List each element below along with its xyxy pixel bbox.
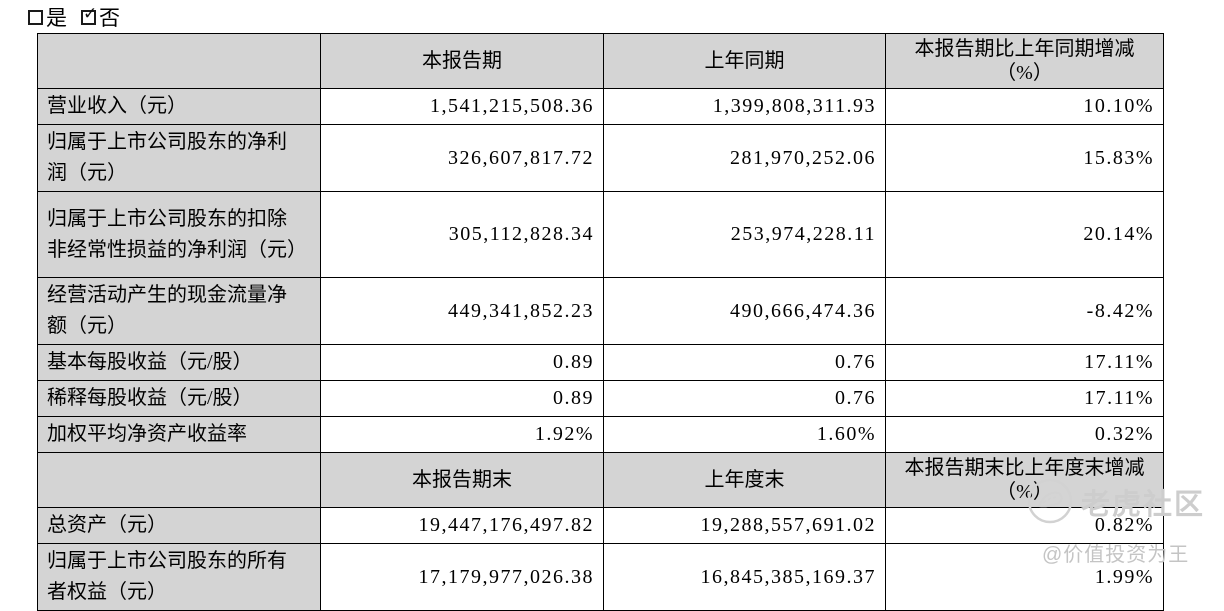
header-balance-change-line2: （%） xyxy=(996,481,1053,503)
header-period-change: 本报告期比上年同期增减 （%） xyxy=(885,33,1164,89)
header-period-change-line1: 本报告期比上年同期增减 xyxy=(914,38,1135,60)
table-row-deducted-net-profit: 归属于上市公司股东的扣除非经常性损益的净利润（元） 305,112,828.34… xyxy=(37,191,1164,278)
header-current-period: 本报告期 xyxy=(320,33,604,89)
table-row-basic-eps: 基本每股收益（元/股） 0.89 0.76 17.11% xyxy=(37,344,1164,381)
row-label: 加权平均净资产收益率 xyxy=(37,416,321,453)
table-row-operating-cash-flow: 经营活动产生的现金流量净额（元） 449,341,852.23 490,666,… xyxy=(37,277,1164,345)
header-period-end: 本报告期末 xyxy=(320,452,604,508)
header-period-change-line2: （%） xyxy=(996,62,1053,84)
row-change-value: 17.11% xyxy=(885,380,1164,417)
checkbox-unchecked-icon xyxy=(28,9,43,25)
row-current-value: 1.92% xyxy=(320,416,604,453)
row-change-value: 10.10% xyxy=(885,88,1164,125)
table-row-shareholders-equity: 归属于上市公司股东的所有者权益（元） 17,179,977,026.38 16,… xyxy=(37,543,1164,611)
row-current-value: 0.89 xyxy=(320,344,604,381)
period-header-row: 本报告期 上年同期 本报告期比上年同期增减 （%） xyxy=(37,33,1164,89)
row-label: 基本每股收益（元/股） xyxy=(37,344,321,381)
row-prior-value: 16,845,385,169.37 xyxy=(603,543,886,611)
balance-header-row: 本报告期末 上年度末 本报告期末比上年度末增减 （%） xyxy=(37,452,1164,508)
row-current-value: 449,341,852.23 xyxy=(320,277,604,345)
row-prior-value: 281,970,252.06 xyxy=(603,124,886,192)
answer-yes-label: 是 xyxy=(46,6,67,30)
row-label: 归属于上市公司股东的净利润（元） xyxy=(37,124,321,192)
row-current-value: 17,179,977,026.38 xyxy=(320,543,604,611)
header-prior-year-end: 上年度末 xyxy=(603,452,886,508)
table-row-net-profit: 归属于上市公司股东的净利润（元） 326,607,817.72 281,970,… xyxy=(37,124,1164,192)
row-current-value: 19,447,176,497.82 xyxy=(320,507,604,544)
row-prior-value: 1,399,808,311.93 xyxy=(603,88,886,125)
row-change-value: 1.99% xyxy=(885,543,1164,611)
answer-option-no: ✓ 否 xyxy=(81,2,120,32)
table-row-weighted-avg-roe: 加权平均净资产收益率 1.92% 1.60% 0.32% xyxy=(37,416,1164,453)
table-row-diluted-eps: 稀释每股收益（元/股） 0.89 0.76 17.11% xyxy=(37,380,1164,417)
row-change-value: 20.14% xyxy=(885,191,1164,278)
row-prior-value: 490,666,474.36 xyxy=(603,277,886,345)
row-change-value: 0.32% xyxy=(885,416,1164,453)
answer-line: 是 ✓ 否 xyxy=(28,2,120,32)
header-empty-cell xyxy=(37,452,321,508)
row-prior-value: 19,288,557,691.02 xyxy=(603,507,886,544)
header-prior-period: 上年同期 xyxy=(603,33,886,89)
answer-no-label: 否 xyxy=(99,6,120,30)
row-change-value: 0.82% xyxy=(885,507,1164,544)
key-indicators-table: 本报告期 上年同期 本报告期比上年同期增减 （%） 营业收入（元） 1,541,… xyxy=(37,33,1164,611)
row-change-value: 15.83% xyxy=(885,124,1164,192)
row-current-value: 326,607,817.72 xyxy=(320,124,604,192)
row-current-value: 305,112,828.34 xyxy=(320,191,604,278)
row-label: 营业收入（元） xyxy=(37,88,321,125)
financial-report-page: { "answer_line": { "check_glyph": "✓", "… xyxy=(28,2,1204,611)
row-prior-value: 0.76 xyxy=(603,344,886,381)
answer-option-yes: 是 xyxy=(28,2,67,32)
row-prior-value: 253,974,228.11 xyxy=(603,191,886,278)
row-current-value: 1,541,215,508.36 xyxy=(320,88,604,125)
checkbox-checked-icon: ✓ xyxy=(81,5,97,25)
row-change-value: -8.42% xyxy=(885,277,1164,345)
row-prior-value: 0.76 xyxy=(603,380,886,417)
row-label: 总资产（元） xyxy=(37,507,321,544)
check-icon: ✓ xyxy=(83,3,98,24)
row-label: 归属于上市公司股东的所有者权益（元） xyxy=(37,543,321,611)
header-balance-change: 本报告期末比上年度末增减 （%） xyxy=(885,452,1164,508)
header-balance-change-line1: 本报告期末比上年度末增减 xyxy=(904,457,1145,479)
row-label: 归属于上市公司股东的扣除非经常性损益的净利润（元） xyxy=(37,191,321,278)
row-current-value: 0.89 xyxy=(320,380,604,417)
row-label: 稀释每股收益（元/股） xyxy=(37,380,321,417)
table-row-total-assets: 总资产（元） 19,447,176,497.82 19,288,557,691.… xyxy=(37,507,1164,544)
row-prior-value: 1.60% xyxy=(603,416,886,453)
row-change-value: 17.11% xyxy=(885,344,1164,381)
row-label: 经营活动产生的现金流量净额（元） xyxy=(37,277,321,345)
table-row-revenue: 营业收入（元） 1,541,215,508.36 1,399,808,311.9… xyxy=(37,88,1164,125)
header-empty-cell xyxy=(37,33,321,89)
